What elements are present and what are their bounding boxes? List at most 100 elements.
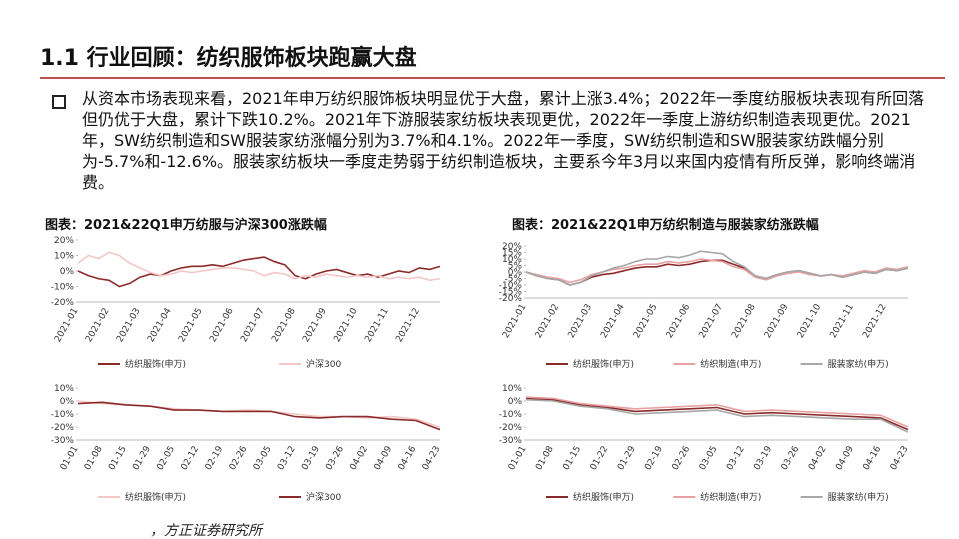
x-tick-label: 03-19 bbox=[300, 444, 322, 472]
x-tick-label: 04-02 bbox=[807, 445, 829, 473]
figure-title: 图表：2021&22Q1申万纺服与沪深300涨跌幅 bbox=[45, 218, 327, 233]
y-tick-label: -20% bbox=[51, 423, 75, 433]
x-tick-label: 01-29 bbox=[131, 444, 153, 472]
x-tick-label: 2021-06 bbox=[208, 306, 236, 344]
y-tick-label: 5% bbox=[508, 262, 523, 272]
x-tick-label: 02-19 bbox=[643, 444, 665, 472]
y-tick-label: 20% bbox=[54, 236, 74, 246]
series-line bbox=[525, 250, 909, 286]
x-tick-label: 02-05 bbox=[155, 445, 177, 473]
y-tick-label: 10% bbox=[54, 252, 74, 262]
x-tick-label: 2021-01 bbox=[53, 307, 80, 345]
x-tick-label: 02-19 bbox=[204, 444, 226, 472]
figure-title: 图表：2021&22Q1申万纺织制造与服装家纺涨跌幅 bbox=[512, 218, 819, 233]
x-tick-label: 2021-04 bbox=[599, 302, 627, 340]
x-tick-label: 2021-05 bbox=[177, 307, 204, 345]
x-tick-label: 2021-01 bbox=[501, 303, 528, 341]
bullet-text: 从资本市场表现来看，2021年申万纺织服饰板块明显优于大盘，累计上涨3.4%；2… bbox=[82, 89, 925, 192]
x-tick-label: 2021-07 bbox=[239, 307, 266, 345]
y-tick-label: -15% bbox=[499, 288, 523, 298]
series-line bbox=[525, 258, 909, 284]
x-tick-label: 2021-02 bbox=[84, 307, 111, 345]
series-line bbox=[77, 401, 441, 431]
x-tick-label: 2021-08 bbox=[730, 302, 758, 340]
x-tick-label: 01-08 bbox=[83, 444, 105, 472]
y-tick-label: -10% bbox=[499, 410, 523, 420]
y-tick-label: 10% bbox=[54, 384, 74, 394]
x-tick-label: 03-12 bbox=[725, 445, 747, 473]
series-line bbox=[525, 396, 909, 428]
x-tick-label: 2021-10 bbox=[796, 302, 824, 340]
line-chart: 20%10%0%-10%-20%2021-01 2021-02 2021-03 202… bbox=[51, 236, 441, 370]
legend-label: 纺织服饰(申万) bbox=[573, 491, 634, 503]
x-tick-label: 01-01 bbox=[59, 445, 81, 473]
x-tick-label: 01-15 bbox=[561, 445, 583, 473]
legend-label: 纺织服饰(申万) bbox=[573, 358, 634, 370]
y-tick-label: 0% bbox=[508, 268, 523, 278]
x-tick-label: 02-26 bbox=[228, 444, 250, 472]
line-chart: 10%0%-10%-20%-30%01-01 01-08 01-15 01-29 02-… bbox=[51, 384, 443, 503]
x-tick-label: 01-01 bbox=[507, 445, 529, 473]
x-tick-label: 2021-12 bbox=[861, 303, 888, 341]
x-tick-label: 04-02 bbox=[348, 445, 370, 473]
x-tick-label: 03-12 bbox=[276, 445, 298, 473]
legend-label: 沪深300 bbox=[306, 491, 341, 503]
line-chart: 10% 0% -10% -20% -30%01-01 01-08 01-15 01-22 01-… bbox=[499, 384, 911, 503]
y-tick-label: -30% bbox=[499, 436, 523, 446]
x-tick-label: 04-09 bbox=[834, 444, 856, 472]
x-tick-label: 03-05 bbox=[698, 445, 720, 473]
series-line bbox=[525, 398, 909, 433]
legend-label: 服装家纺(申万) bbox=[828, 358, 889, 370]
legend-label: 服装家纺(申万) bbox=[828, 491, 889, 503]
y-tick-label: 15% bbox=[502, 249, 522, 259]
y-tick-label: -10% bbox=[499, 281, 523, 291]
x-tick-label: 04-16 bbox=[862, 444, 884, 472]
x-tick-label: 2021-02 bbox=[534, 303, 561, 341]
legend-label: 纺织服饰(申万) bbox=[125, 358, 186, 370]
x-tick-label: 01-22 bbox=[589, 445, 611, 473]
legend-label: 纺织制造(申万) bbox=[700, 358, 761, 370]
y-tick-label: 10% bbox=[502, 384, 522, 394]
x-tick-label: 2021-09 bbox=[763, 302, 791, 340]
bullet-marker bbox=[52, 95, 66, 109]
x-tick-label: 2021-04 bbox=[146, 306, 174, 344]
title-rule bbox=[40, 77, 945, 79]
x-tick-label: 03-26 bbox=[780, 444, 802, 472]
x-tick-label: 2021-06 bbox=[665, 302, 693, 340]
x-tick-label: 2021-10 bbox=[332, 306, 360, 344]
series-line bbox=[77, 251, 441, 282]
y-tick-label: 10% bbox=[502, 255, 522, 265]
y-tick-label: -10% bbox=[51, 410, 75, 420]
x-tick-label: 2021-07 bbox=[698, 303, 725, 341]
x-tick-label: 2021-09 bbox=[301, 306, 329, 344]
x-tick-label: 2021-08 bbox=[270, 306, 298, 344]
x-tick-label: 04-09 bbox=[373, 444, 395, 472]
source: ，方正证券研究所 bbox=[150, 523, 262, 539]
x-tick-label: 2021-11 bbox=[363, 307, 390, 345]
legend-label: 沪深300 bbox=[306, 358, 341, 370]
y-tick-label: 0% bbox=[508, 397, 523, 407]
x-tick-label: 2021-03 bbox=[115, 307, 142, 345]
y-tick-label: -30% bbox=[51, 436, 75, 446]
x-tick-label: 03-26 bbox=[324, 444, 346, 472]
x-tick-label: 01-15 bbox=[107, 445, 129, 473]
x-tick-label: 02-12 bbox=[180, 445, 202, 473]
y-tick-label: 0% bbox=[60, 397, 75, 407]
legend-label: 纺织服饰(申万) bbox=[125, 491, 186, 503]
x-tick-label: 02-26 bbox=[671, 444, 693, 472]
y-tick-label: -20% bbox=[499, 423, 523, 433]
x-tick-label: 2021-05 bbox=[632, 303, 659, 341]
y-tick-label: -10% bbox=[51, 283, 75, 293]
x-tick-label: 04-23 bbox=[421, 445, 443, 473]
line-chart: 20%15%10%5%0%-5%-10%-15%-20%2021-01 2021-… bbox=[499, 242, 909, 370]
y-tick-label: -20% bbox=[51, 298, 75, 308]
x-tick-label: 01-29 bbox=[616, 444, 638, 472]
y-tick-label: -20% bbox=[499, 294, 523, 304]
slide-title: 1.1 行业回顾：纺织服饰板块跑赢大盘 bbox=[40, 46, 417, 71]
x-tick-label: 2021-12 bbox=[394, 307, 421, 345]
x-tick-label: 04-23 bbox=[889, 445, 911, 473]
x-tick-label: 2021-11 bbox=[829, 303, 856, 341]
x-tick-label: 04-16 bbox=[397, 444, 419, 472]
x-tick-label: 2021-03 bbox=[567, 303, 594, 341]
